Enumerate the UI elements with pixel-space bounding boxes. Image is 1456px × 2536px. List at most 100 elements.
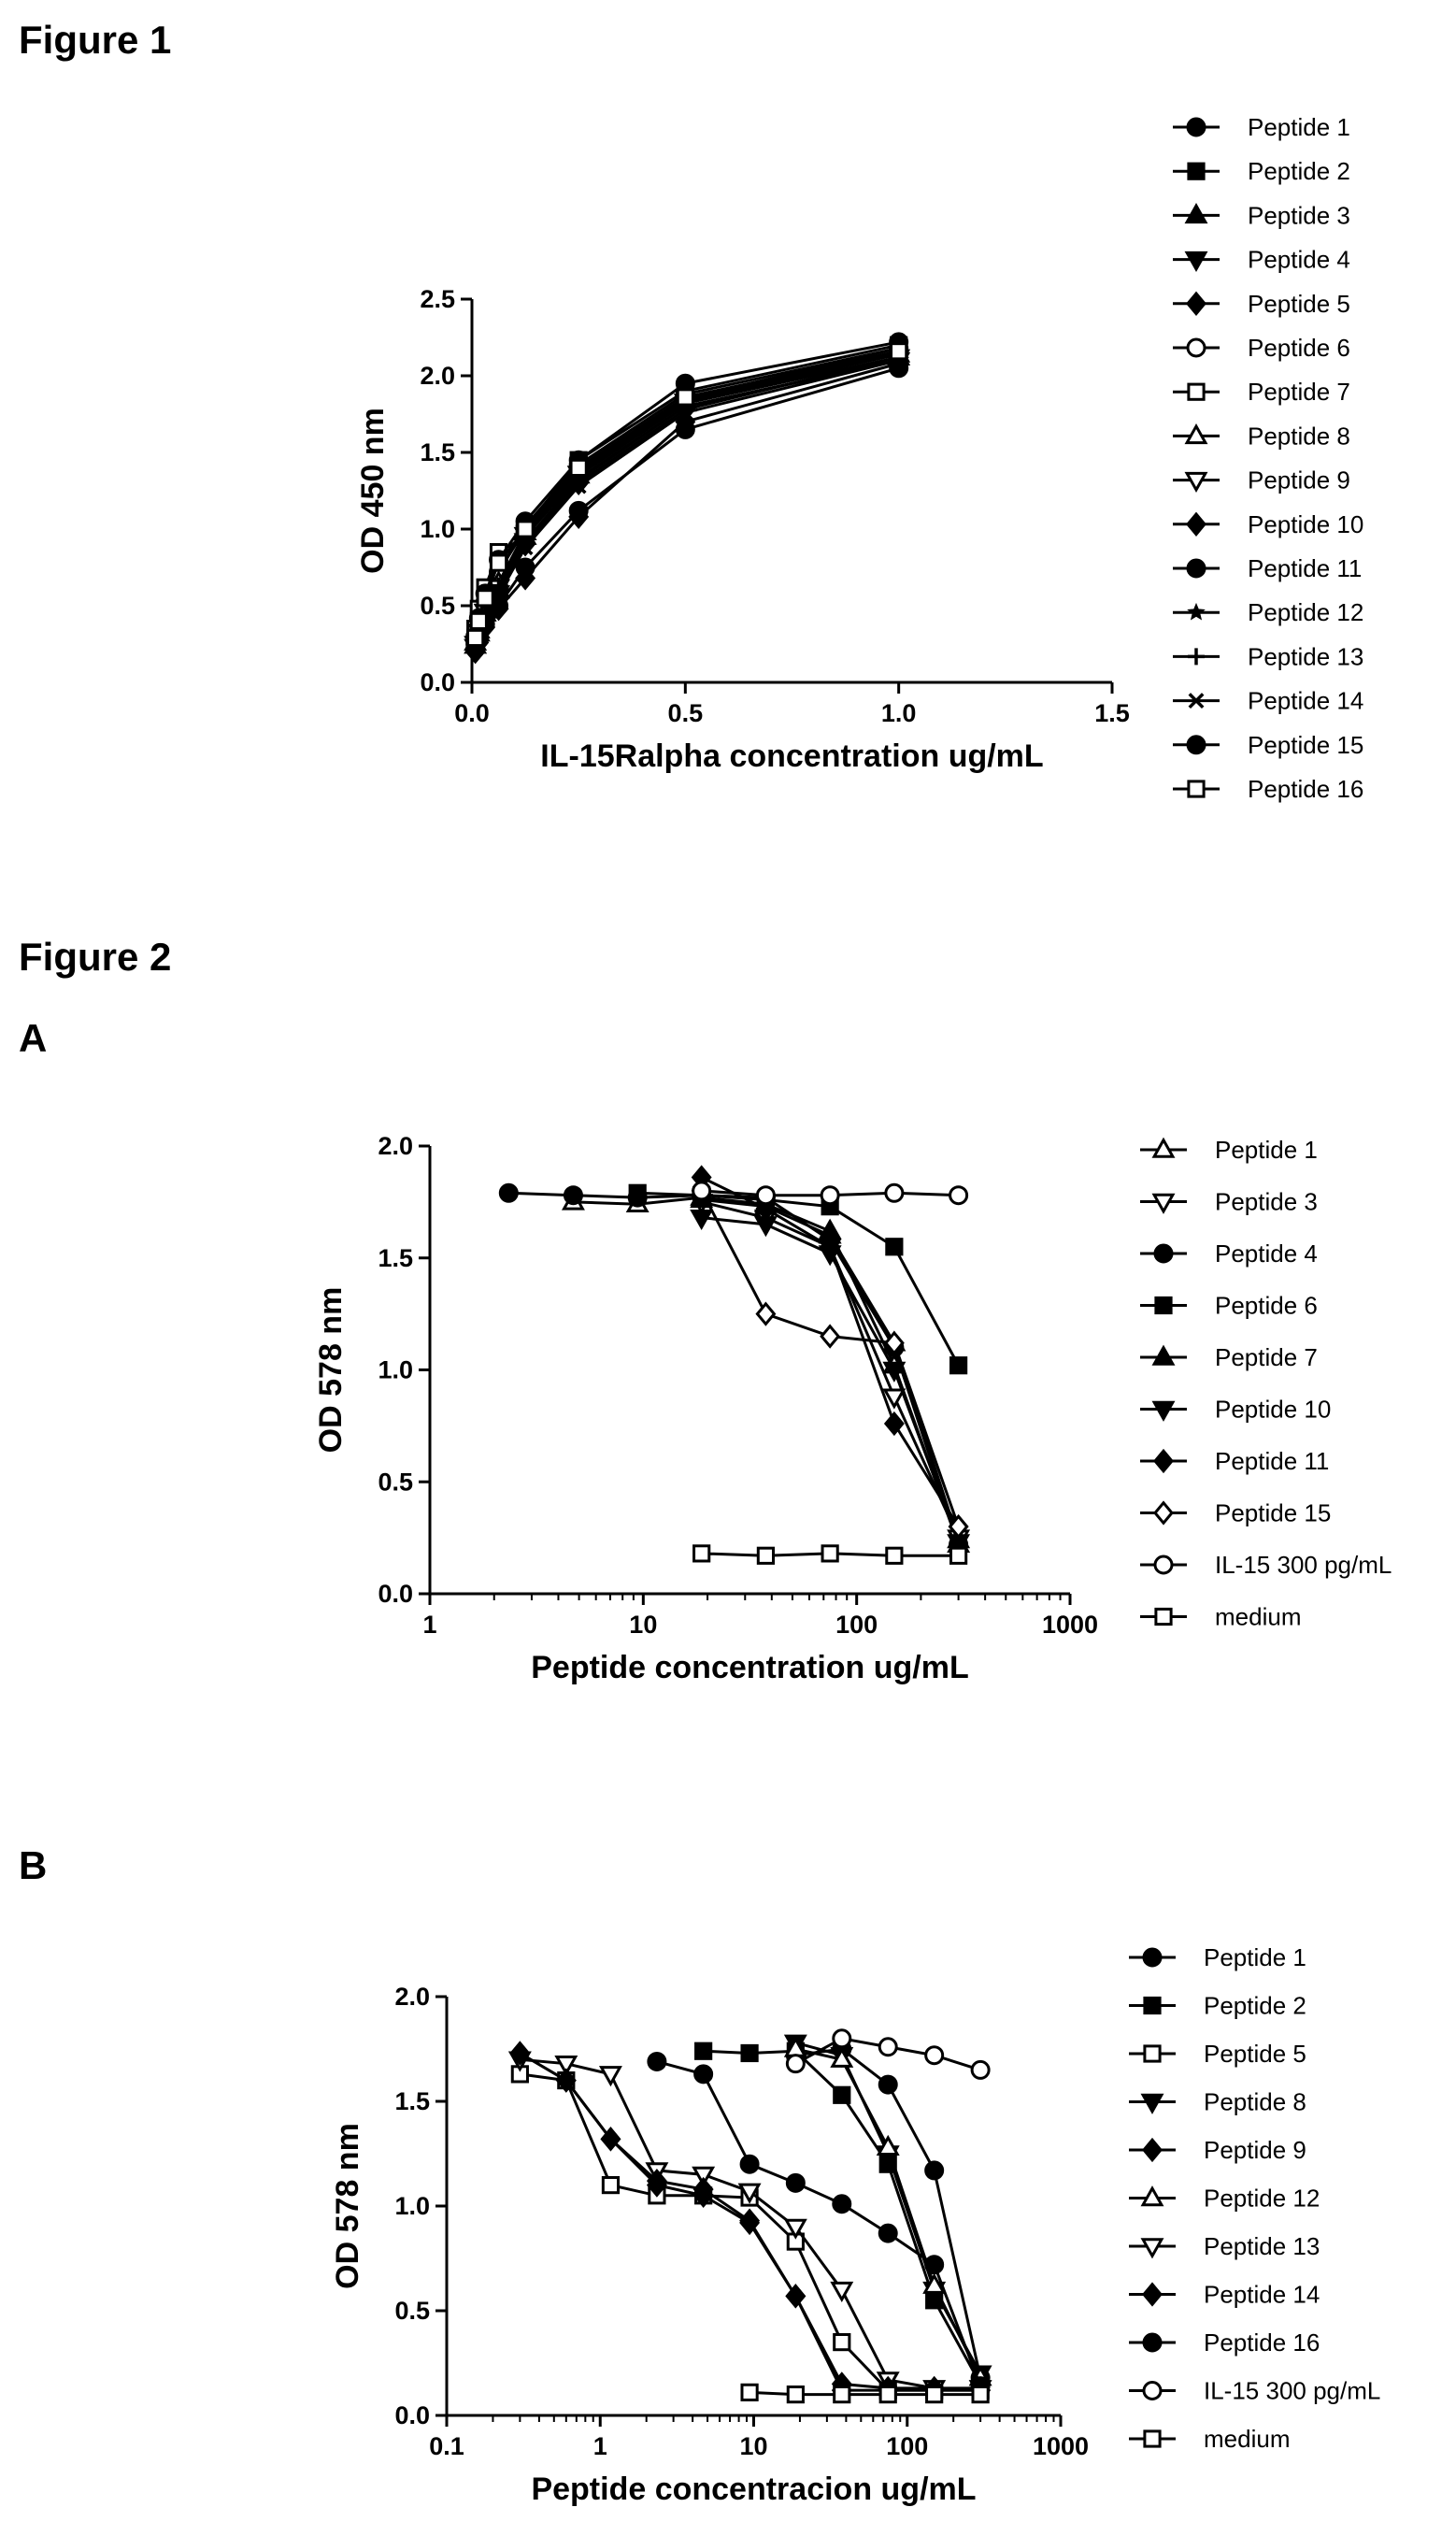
y-tick-label: 0.5 <box>394 2297 430 2325</box>
legend-label: Peptide 10 <box>1248 510 1363 538</box>
data-point <box>878 2386 897 2404</box>
series-line <box>637 1191 960 1367</box>
data-point <box>884 1182 905 1203</box>
legend-item: Peptide 1 <box>1129 1943 1306 1971</box>
legend-label: Peptide 1 <box>1215 1136 1318 1164</box>
legend-label: Peptide 3 <box>1248 201 1350 229</box>
legend-item: Peptide 12 <box>1173 598 1363 626</box>
data-point <box>692 1181 712 1201</box>
legend-label: Peptide 2 <box>1248 157 1350 185</box>
data-point <box>740 2383 759 2401</box>
legend-marker <box>1186 558 1206 579</box>
legend-item: Peptide 11 <box>1140 1447 1329 1475</box>
legend-marker <box>1184 251 1208 273</box>
data-point <box>830 2281 854 2303</box>
legend-label: Peptide 2 <box>1204 1992 1306 2020</box>
data-point <box>755 1301 777 1326</box>
legend-marker <box>1143 2044 1162 2063</box>
data-point <box>830 2046 854 2068</box>
data-point <box>785 2054 806 2074</box>
data-point <box>948 1514 969 1540</box>
legend-marker <box>1186 511 1206 537</box>
legend-label: Peptide 3 <box>1215 1188 1318 1216</box>
data-point <box>882 1388 906 1410</box>
legend-item: Peptide 9 <box>1173 466 1350 494</box>
legend-label: Peptide 7 <box>1215 1343 1318 1371</box>
series-4 <box>628 1183 968 1375</box>
legend-label: Peptide 13 <box>1248 642 1363 670</box>
data-point <box>783 2218 807 2240</box>
legend-item: Peptide 10 <box>1173 510 1363 538</box>
legend-item: Peptide 11 <box>1173 554 1362 582</box>
legend-marker <box>1140 2093 1164 2114</box>
figure-2-heading: Figure 2 <box>19 935 172 979</box>
data-point <box>646 2168 667 2194</box>
data-point <box>694 2042 713 2060</box>
data-point <box>570 478 587 494</box>
y-tick-label: 2.0 <box>378 1132 413 1160</box>
data-point <box>925 2386 944 2404</box>
series-6 <box>690 1209 971 1555</box>
y-axis-title: OD 578 nm <box>313 1287 349 1454</box>
legend-item: Peptide 3 <box>1140 1188 1318 1216</box>
x-tick-label: 0.5 <box>668 699 704 727</box>
legend-item: Peptide 4 <box>1140 1239 1318 1268</box>
legend-marker <box>1187 780 1206 798</box>
data-point <box>832 2028 852 2049</box>
figure-2b-chart: 0.0 0.5 1.0 1.5 2.0 0.1 1 10 100 1000 Peptide conc… <box>330 1943 1380 2507</box>
legend-item: Peptide 13 <box>1129 2232 1320 2260</box>
data-point <box>515 557 535 578</box>
series-10 <box>785 2028 991 2080</box>
data-point <box>756 1546 776 1565</box>
legend-label: Peptide 14 <box>1204 2281 1320 2309</box>
legend-label: Peptide 1 <box>1204 1943 1306 1971</box>
axes: 0.0 0.5 1.0 1.5 2.0 2.5 0.0 0.5 1.0 1.5 IL-15Ralph… <box>355 285 1130 774</box>
legend-label: Peptide 9 <box>1248 466 1350 494</box>
data-point <box>820 1324 841 1349</box>
data-point <box>647 2051 667 2071</box>
data-point <box>692 1544 711 1563</box>
legend-label: Peptide 12 <box>1204 2185 1320 2213</box>
y-tick-label: 2.0 <box>420 362 455 390</box>
legend-marker <box>1188 648 1205 666</box>
x-tick-label: 0.0 <box>454 699 490 727</box>
data-point <box>739 2208 761 2233</box>
legend-marker <box>1184 423 1208 445</box>
legend-marker <box>1186 337 1206 358</box>
x-tick-label: 1.0 <box>881 699 917 727</box>
data-point <box>690 1209 714 1231</box>
data-point <box>833 2386 851 2404</box>
legend-marker <box>1154 1296 1173 1315</box>
legend-label: Peptide 12 <box>1248 598 1363 626</box>
data-point <box>476 589 494 608</box>
axes: 0.0 0.5 1.0 1.5 2.0 1 10 100 1000 Peptide concent… <box>313 1132 1098 1685</box>
y-tick-label: 0.5 <box>420 592 455 620</box>
legend-item: Peptide 14 <box>1129 2281 1320 2309</box>
data-point <box>692 2166 716 2187</box>
series-8 <box>691 1178 969 1540</box>
data-point <box>820 1234 841 1259</box>
series-16 <box>466 342 908 648</box>
legend-marker <box>1151 1137 1176 1158</box>
data-point <box>924 2045 945 2066</box>
legend-label: Peptide 4 <box>1248 246 1350 274</box>
data-point <box>563 1185 583 1206</box>
data-point <box>971 2386 990 2404</box>
legend-item: medium <box>1140 1603 1301 1631</box>
data-point <box>832 2194 852 2214</box>
legend-label: Peptide 5 <box>1248 290 1350 318</box>
legend-item: Peptide 1 <box>1140 1136 1318 1164</box>
y-tick-label: 0.0 <box>378 1580 413 1608</box>
legend-item: Peptide 15 <box>1140 1499 1331 1527</box>
figure-1-chart: 0.0 0.5 1.0 1.5 2.0 2.5 0.0 0.5 1.0 1.5 IL-15Ralph… <box>355 113 1363 803</box>
data-point <box>833 2085 851 2104</box>
legend-item: Peptide 4 <box>1173 246 1350 274</box>
legend-marker <box>1142 1947 1163 1968</box>
data-point <box>569 458 588 477</box>
legend-marker <box>1187 162 1206 180</box>
legend-item: Peptide 16 <box>1129 2328 1320 2357</box>
legend-label: Peptide 8 <box>1204 2088 1306 2116</box>
legend-marker <box>1142 2332 1163 2353</box>
data-point <box>737 2183 762 2204</box>
legend-label: Peptide 16 <box>1204 2328 1320 2357</box>
